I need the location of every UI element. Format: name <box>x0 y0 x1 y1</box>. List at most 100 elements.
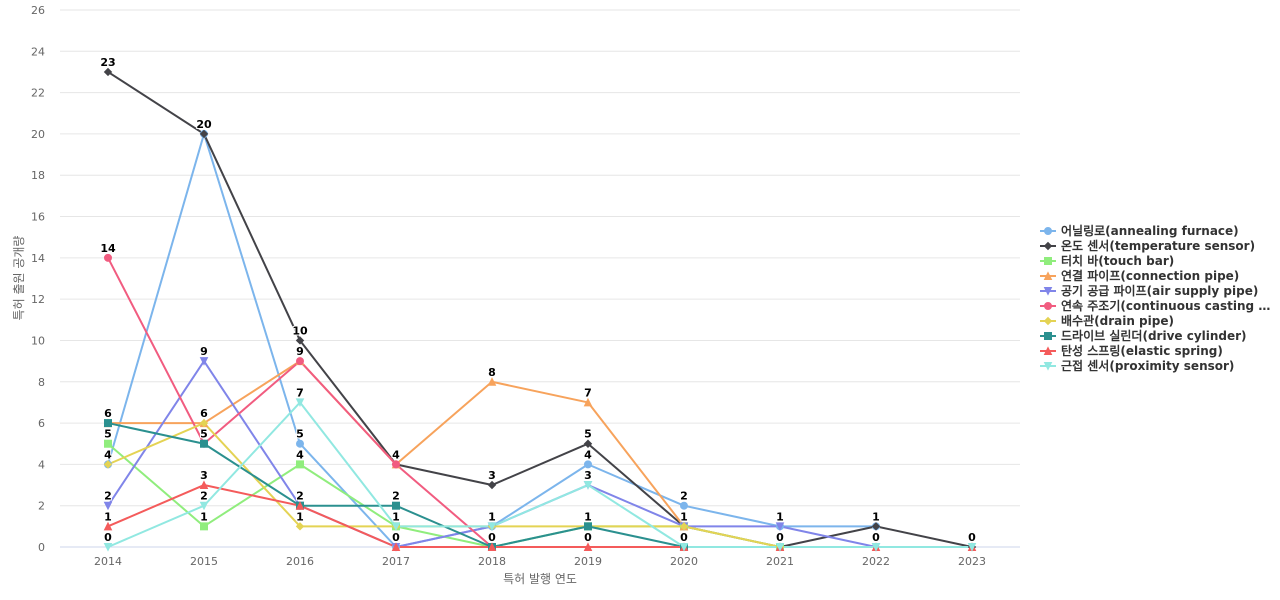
legend-item[interactable]: 드라이브 실린더(drive cylinder) <box>1040 328 1276 343</box>
legend-marker <box>1044 331 1052 340</box>
data-point[interactable] <box>295 501 305 510</box>
data-label: 0 <box>584 531 592 544</box>
legend-marker <box>1043 361 1053 371</box>
data-point[interactable] <box>199 357 209 366</box>
series-line[interactable] <box>107 71 973 548</box>
data-point[interactable] <box>583 397 593 407</box>
data-point[interactable] <box>487 377 497 386</box>
x-tick-label: 2015 <box>190 555 218 568</box>
legend-marker <box>1044 226 1052 235</box>
legend-item[interactable]: 터치 바(touch bar) <box>1040 253 1276 268</box>
data-label: 1 <box>392 510 400 523</box>
data-point[interactable] <box>104 439 112 448</box>
legend-label: 온도 센서(temperature sensor) <box>1061 239 1256 253</box>
data-point[interactable] <box>103 67 113 77</box>
data-point[interactable] <box>391 522 401 531</box>
data-point[interactable] <box>200 522 208 531</box>
x-tick-label: 2022 <box>862 555 890 568</box>
data-point[interactable] <box>200 439 208 448</box>
data-point[interactable] <box>871 522 881 531</box>
data-label: 7 <box>296 386 304 399</box>
data-point[interactable] <box>967 543 977 552</box>
data-point[interactable] <box>296 439 304 448</box>
legend-symbol-icon <box>1040 301 1056 310</box>
data-label: 1 <box>296 510 304 523</box>
legend-symbol-icon <box>1040 316 1056 325</box>
legend-marker <box>1043 345 1053 355</box>
y-tick-label: 0 <box>38 541 45 554</box>
data-point[interactable] <box>104 253 112 262</box>
data-point[interactable] <box>584 522 592 531</box>
data-point[interactable] <box>296 460 304 469</box>
data-point[interactable] <box>295 522 305 531</box>
y-tick-label: 10 <box>31 334 45 347</box>
data-point[interactable] <box>871 543 881 552</box>
legend-item[interactable]: 근접 센서(proximity sensor) <box>1040 358 1276 373</box>
x-tick-label: 2019 <box>574 555 602 568</box>
series-line[interactable] <box>107 422 781 548</box>
data-label: 4 <box>104 448 112 461</box>
data-point[interactable] <box>199 418 209 428</box>
y-tick-label: 14 <box>31 252 45 265</box>
data-point[interactable] <box>775 543 785 552</box>
data-point[interactable] <box>199 501 209 511</box>
legend-item[interactable]: 어닐링로(annealing furnace) <box>1040 223 1276 238</box>
data-label: 4 <box>296 448 304 461</box>
data-point[interactable] <box>199 129 209 139</box>
data-point[interactable] <box>487 480 497 490</box>
data-point[interactable] <box>103 543 113 552</box>
data-point[interactable] <box>584 460 592 469</box>
y-tick-label: 8 <box>38 376 45 389</box>
legend-symbol-icon <box>1040 361 1056 371</box>
legend-item[interactable]: 탄성 스프링(elastic spring) <box>1040 343 1276 358</box>
data-point[interactable] <box>104 419 112 428</box>
data-point[interactable] <box>487 522 497 531</box>
legend-symbol-icon <box>1040 256 1056 265</box>
data-point[interactable] <box>583 481 593 490</box>
legend-label: 터치 바(touch bar) <box>1061 254 1175 268</box>
x-tick-label: 2023 <box>958 555 986 568</box>
legend-symbol-icon <box>1040 270 1056 280</box>
legend-symbol-icon <box>1040 241 1056 250</box>
data-point[interactable] <box>103 460 113 469</box>
data-point[interactable] <box>103 501 113 511</box>
legend-item[interactable]: 연결 파이프(connection pipe) <box>1040 268 1276 283</box>
legend-label: 연결 파이프(connection pipe) <box>1061 269 1240 283</box>
data-label: 1 <box>872 510 880 523</box>
data-point[interactable] <box>583 439 593 448</box>
legend-item[interactable]: 배수관(drain pipe) <box>1040 313 1276 328</box>
data-point[interactable] <box>679 522 689 531</box>
data-point[interactable] <box>103 521 113 531</box>
data-label: 3 <box>488 469 496 482</box>
data-label: 6 <box>200 407 208 420</box>
chart-legend[interactable]: 어닐링로(annealing furnace) 온도 센서(temperature… <box>1040 223 1276 373</box>
data-point[interactable] <box>392 501 400 510</box>
data-point[interactable] <box>680 501 688 510</box>
legend-item[interactable]: 연속 주조기(continuous casting m... <box>1040 298 1276 313</box>
data-label: 2 <box>104 490 112 503</box>
data-point[interactable] <box>583 542 593 551</box>
data-point[interactable] <box>392 460 400 469</box>
data-label: 2 <box>296 490 304 503</box>
legend-item[interactable]: 공기 공급 파이프(air supply pipe) <box>1040 283 1276 298</box>
series-line[interactable] <box>107 401 972 548</box>
legend-label: 배수관(drain pipe) <box>1061 314 1174 328</box>
data-point[interactable] <box>391 542 401 551</box>
data-point[interactable] <box>487 542 497 551</box>
data-point[interactable] <box>679 543 689 552</box>
data-label: 2 <box>680 490 688 503</box>
data-point[interactable] <box>296 357 304 366</box>
data-point[interactable] <box>295 398 305 408</box>
data-label: 2 <box>200 490 208 503</box>
data-label: 10 <box>292 324 308 337</box>
data-label: 1 <box>104 510 112 523</box>
y-tick-label: 18 <box>31 169 45 182</box>
y-tick-label: 20 <box>31 128 45 141</box>
data-point[interactable] <box>199 480 209 490</box>
legend-item[interactable]: 온도 센서(temperature sensor) <box>1040 238 1276 253</box>
data-point[interactable] <box>295 336 305 345</box>
x-tick-label: 2018 <box>478 555 506 568</box>
data-point[interactable] <box>775 522 785 531</box>
data-label: 0 <box>488 531 496 544</box>
